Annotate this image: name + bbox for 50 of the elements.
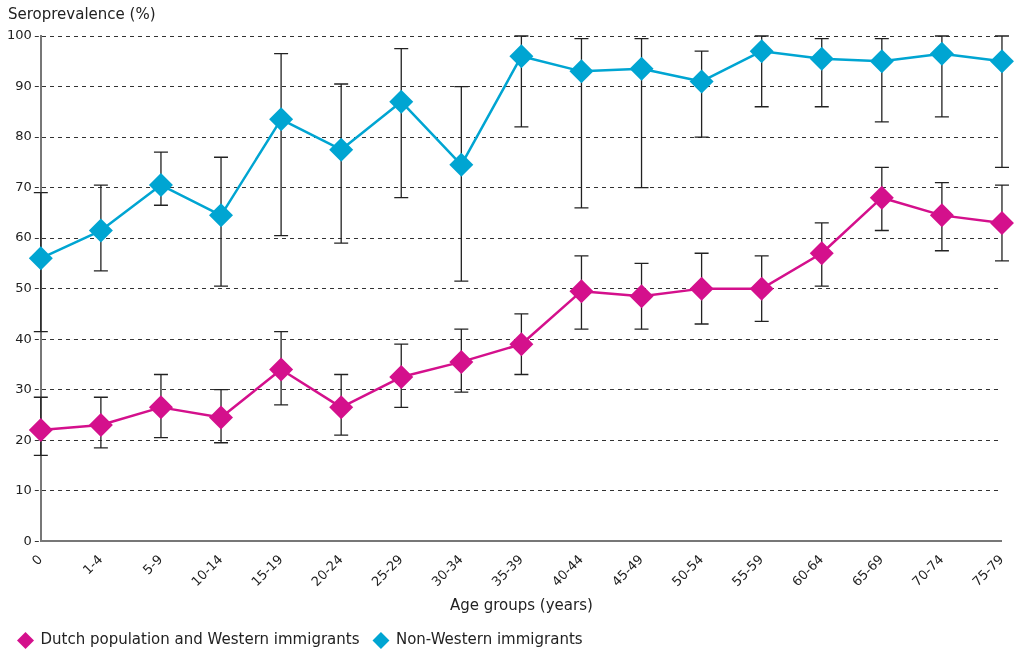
y-axis-title: Seroprevalence (%) bbox=[8, 5, 156, 24]
point bbox=[88, 218, 113, 243]
x-tick-label: 5-9 bbox=[139, 551, 166, 578]
point bbox=[509, 332, 534, 357]
point bbox=[269, 357, 294, 382]
point bbox=[329, 395, 354, 420]
y-tick-label: 0 bbox=[23, 532, 32, 548]
point bbox=[869, 49, 894, 74]
point bbox=[329, 137, 354, 162]
point bbox=[569, 279, 594, 304]
point bbox=[449, 349, 474, 374]
y-tick-label: 30 bbox=[15, 381, 32, 397]
point bbox=[749, 39, 774, 64]
legend-label: Dutch population and Western immigrants bbox=[40, 630, 360, 649]
point bbox=[389, 89, 414, 114]
point bbox=[989, 210, 1014, 235]
point bbox=[869, 185, 894, 210]
y-tick-label: 70 bbox=[15, 178, 32, 194]
y-tick-label: 50 bbox=[15, 280, 32, 295]
point bbox=[629, 56, 654, 81]
y-tick-label: 100 bbox=[6, 27, 32, 43]
point bbox=[269, 107, 294, 132]
point bbox=[749, 276, 774, 301]
point bbox=[509, 44, 534, 69]
point bbox=[929, 41, 954, 66]
point bbox=[569, 59, 594, 84]
point bbox=[929, 203, 954, 228]
y-tick-label: 10 bbox=[15, 482, 32, 498]
point bbox=[148, 395, 173, 420]
point bbox=[629, 284, 654, 309]
point bbox=[209, 405, 234, 430]
point bbox=[809, 241, 834, 266]
point bbox=[449, 152, 474, 177]
point bbox=[809, 46, 834, 71]
x-tick-label: 1-4 bbox=[79, 551, 106, 578]
point bbox=[689, 69, 714, 94]
point bbox=[148, 173, 173, 198]
y-tick-label: 90 bbox=[15, 77, 32, 93]
y-tick-label: 40 bbox=[15, 330, 32, 346]
point bbox=[989, 49, 1014, 74]
point bbox=[689, 276, 714, 301]
x-axis-title: Age groups (years) bbox=[449, 595, 593, 614]
y-tick-label: 80 bbox=[15, 128, 32, 144]
point bbox=[389, 365, 414, 390]
x-tick-label: 0 bbox=[28, 551, 46, 569]
y-tick-label: 60 bbox=[15, 229, 32, 245]
y-tick-label: 20 bbox=[15, 431, 32, 447]
point bbox=[88, 413, 113, 438]
legend-label: Non-Western immigrants bbox=[395, 630, 583, 649]
point bbox=[209, 203, 234, 228]
